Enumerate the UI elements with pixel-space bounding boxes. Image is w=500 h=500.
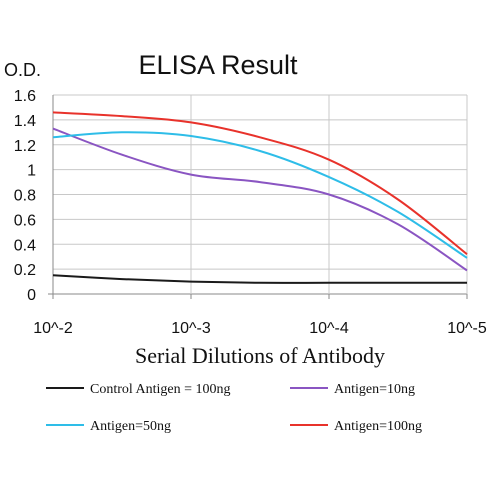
y-tick-label: 1.6 bbox=[14, 88, 36, 105]
series-line-2 bbox=[52, 131, 468, 259]
y-axis-label: O.D. bbox=[4, 60, 41, 80]
x-axis-label: Serial Dilutions of Antibody bbox=[135, 343, 385, 368]
grid bbox=[52, 94, 468, 295]
legend-label: Control Antigen = 100ng bbox=[90, 382, 231, 397]
series-line-0 bbox=[52, 274, 467, 284]
x-tick-label: 10^-3 bbox=[171, 320, 211, 337]
x-tick-label: 10^-5 bbox=[447, 320, 487, 337]
x-tick-label: 10^-2 bbox=[33, 320, 73, 337]
legend-label: Antigen=100ng bbox=[334, 419, 422, 434]
axes bbox=[48, 293, 468, 299]
y-tick-label: 1 bbox=[27, 163, 36, 180]
legend: Control Antigen = 100ng Antigen=10ng Antig… bbox=[46, 382, 422, 434]
chart-title: ELISA Result bbox=[138, 50, 298, 80]
y-tick-label: 1.4 bbox=[14, 113, 36, 130]
y-tick-label: 0.2 bbox=[14, 262, 36, 279]
legend-label: Antigen=50ng bbox=[90, 419, 171, 434]
y-tick-label: 0.6 bbox=[14, 212, 36, 229]
x-tick-label: 10^-4 bbox=[309, 320, 349, 337]
y-tick-label: 0 bbox=[27, 287, 36, 304]
series-line-1 bbox=[52, 127, 468, 272]
y-tick-label: 0.8 bbox=[14, 188, 36, 205]
x-tick-labels: 10^-2 10^-3 10^-4 10^-5 bbox=[33, 320, 487, 337]
legend-label: Antigen=10ng bbox=[334, 382, 415, 397]
y-tick-labels: 0 0.2 0.4 0.6 0.8 1 1.2 1.4 1.6 bbox=[14, 88, 36, 304]
y-tick-label: 0.4 bbox=[14, 237, 36, 254]
y-tick-label: 1.2 bbox=[14, 138, 36, 155]
series-lines bbox=[52, 111, 468, 284]
series-line-3 bbox=[52, 111, 468, 255]
